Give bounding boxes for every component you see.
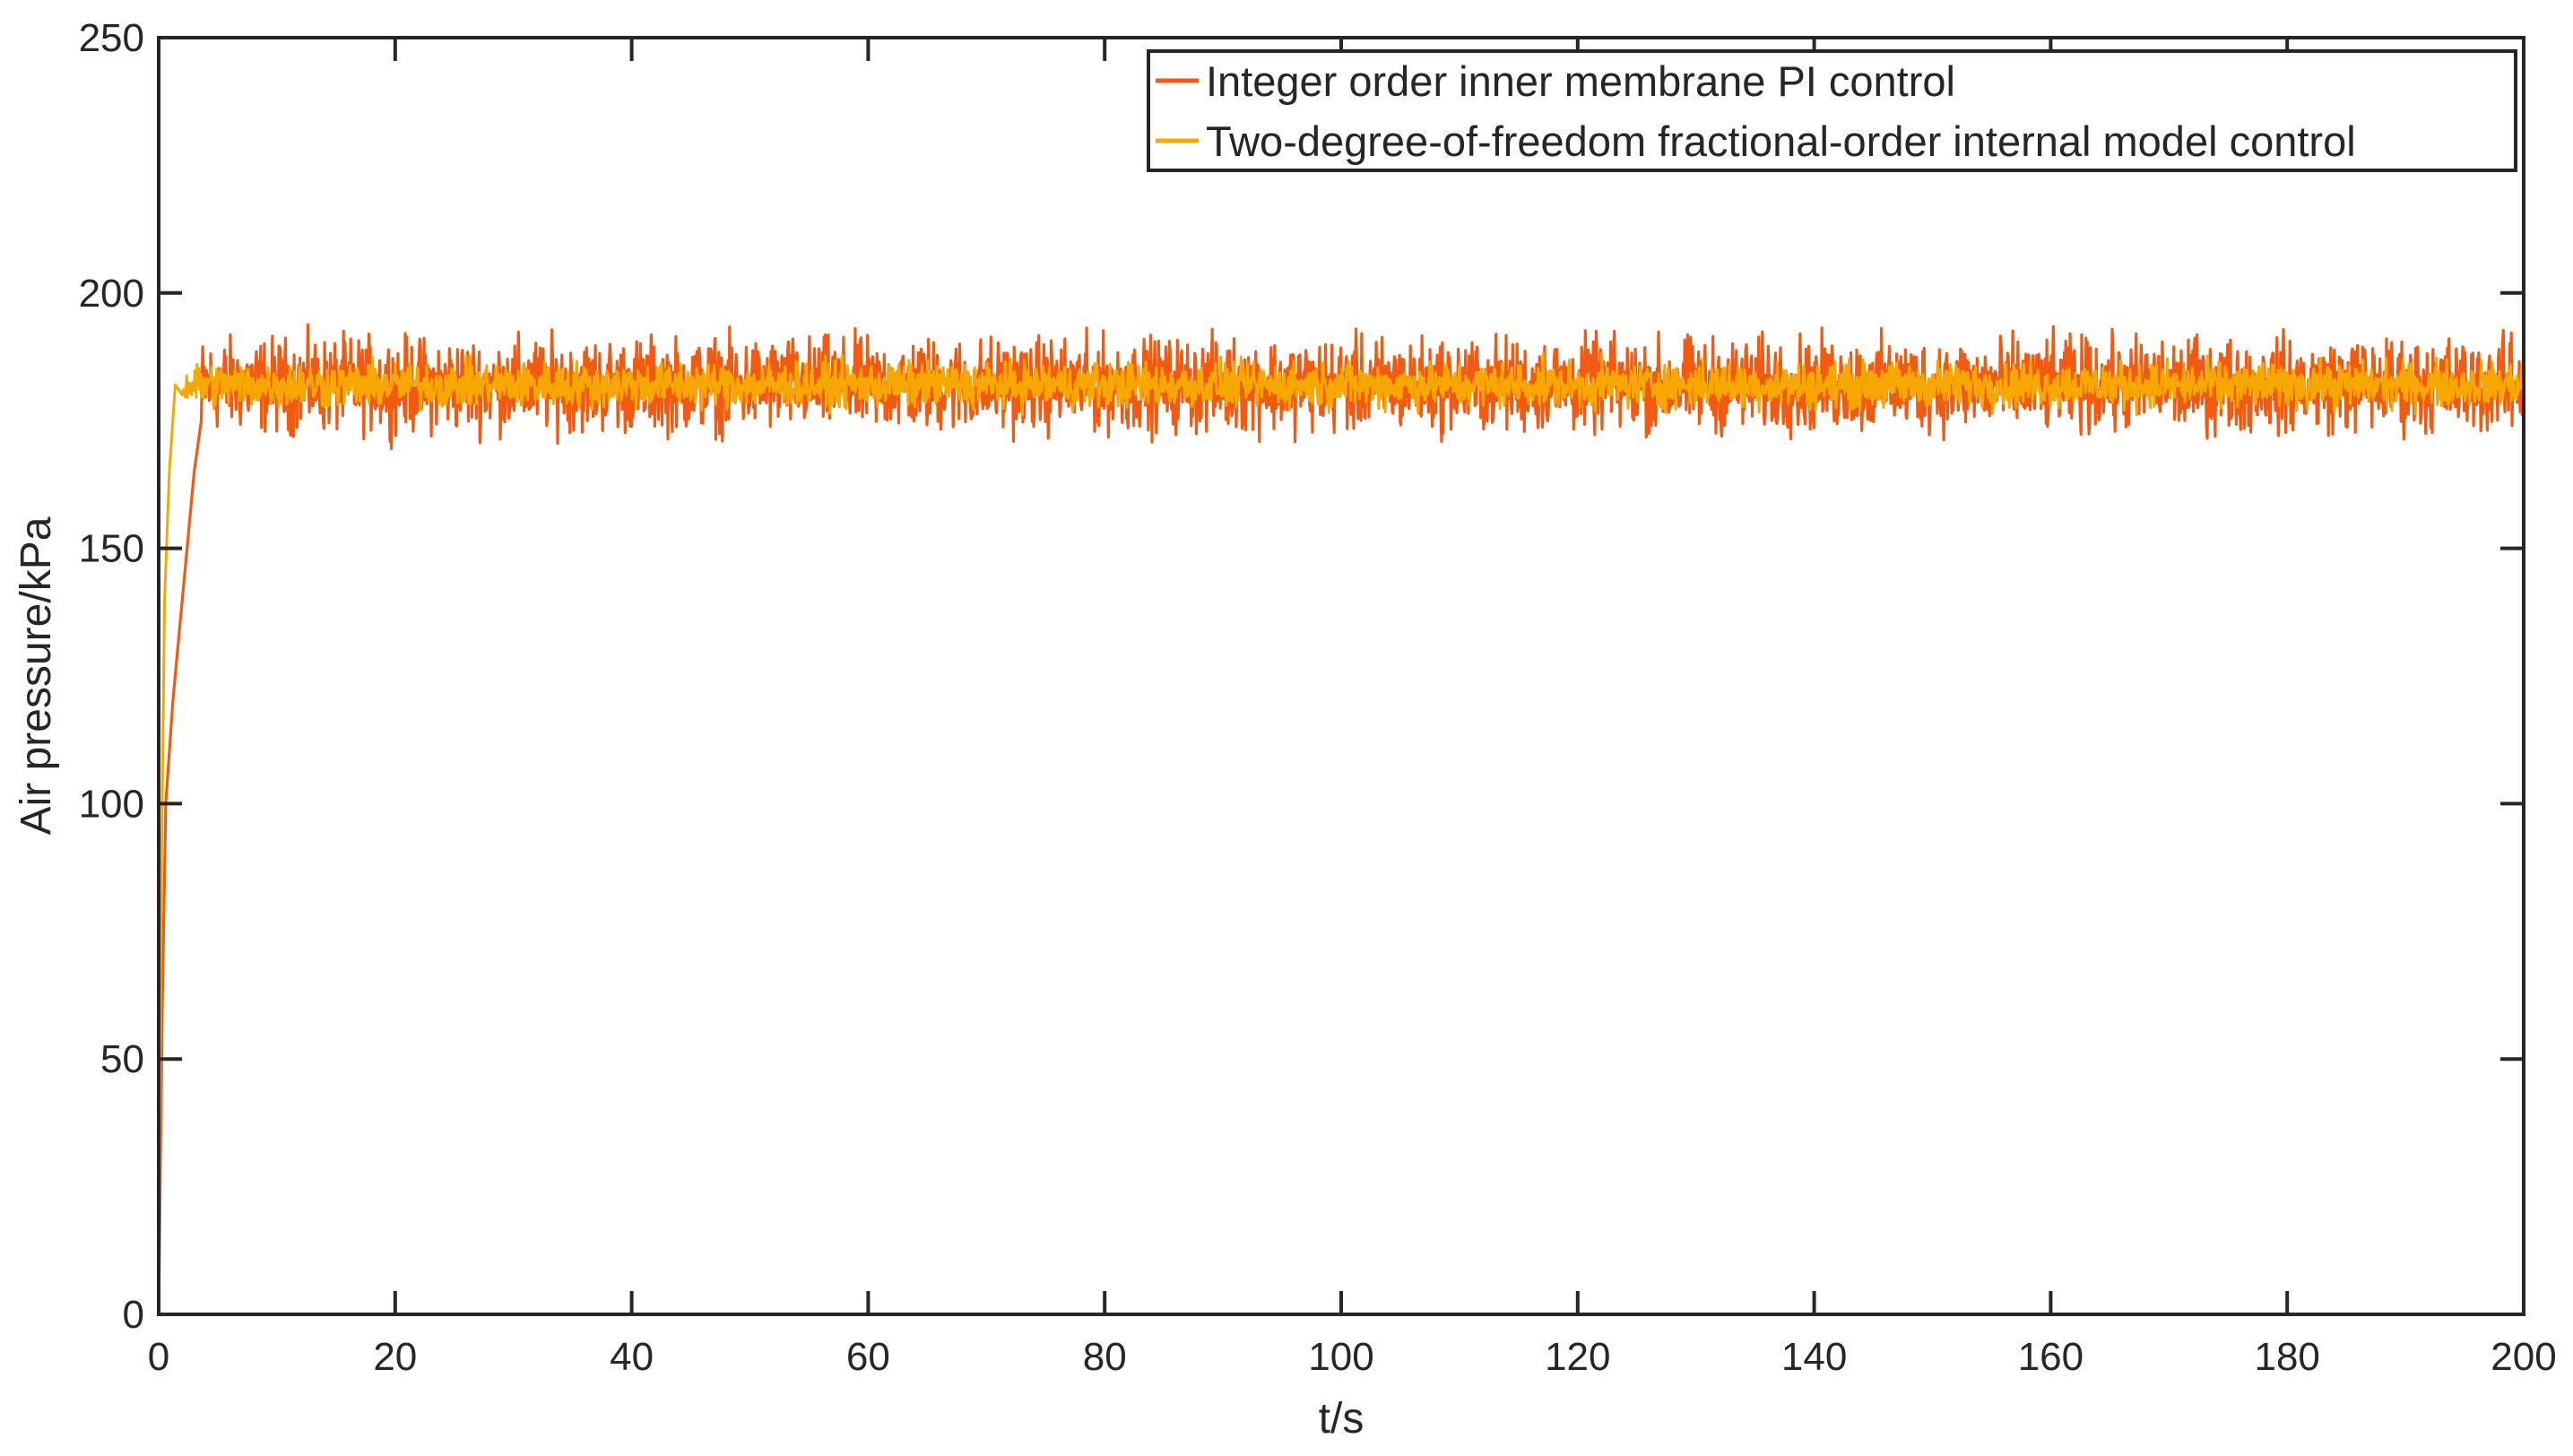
- x-tick-label: 20: [373, 1335, 417, 1379]
- series-layer: [157, 323, 2525, 1315]
- x-tick-label: 80: [1083, 1335, 1127, 1379]
- x-tick-label: 200: [2491, 1335, 2556, 1379]
- y-axis-label: Air pressure/kPa: [13, 516, 60, 835]
- plot-background: [159, 38, 2524, 1314]
- y-tick-label: 0: [123, 1293, 144, 1337]
- series-line-2dof-control: [157, 351, 2525, 1315]
- x-tick-label: 160: [2018, 1335, 2084, 1379]
- y-tick-label: 250: [79, 16, 144, 60]
- y-tick-label: 200: [79, 272, 144, 316]
- x-tick-label: 180: [2254, 1335, 2319, 1379]
- legend-label-pi: Integer order inner membrane PI control: [1206, 57, 1955, 105]
- x-tick-label: 0: [148, 1335, 169, 1379]
- x-tick-label: 100: [1308, 1335, 1373, 1379]
- x-tick-label: 40: [610, 1335, 654, 1379]
- ticks-layer: 0 20 40 60 80 100 120 140 160 180 200 0 50 100 150 200 2…: [79, 16, 2557, 1379]
- x-tick-label: 120: [1545, 1335, 1610, 1379]
- legend-box: [1147, 49, 2517, 172]
- x-axis-label: t/s: [1319, 1395, 1364, 1443]
- y-tick-label: 150: [79, 527, 144, 571]
- legend: Integer order inner membrane PI control …: [1147, 49, 2517, 172]
- y-tick-label: 100: [79, 782, 144, 826]
- plot-frame: [157, 36, 2525, 1316]
- x-tick-label: 140: [1781, 1335, 1847, 1379]
- legend-label-2dof: Two-degree-of-freedom fractional-order i…: [1206, 117, 2356, 165]
- y-tick-label: 50: [100, 1037, 144, 1081]
- x-tick-label: 60: [846, 1335, 890, 1379]
